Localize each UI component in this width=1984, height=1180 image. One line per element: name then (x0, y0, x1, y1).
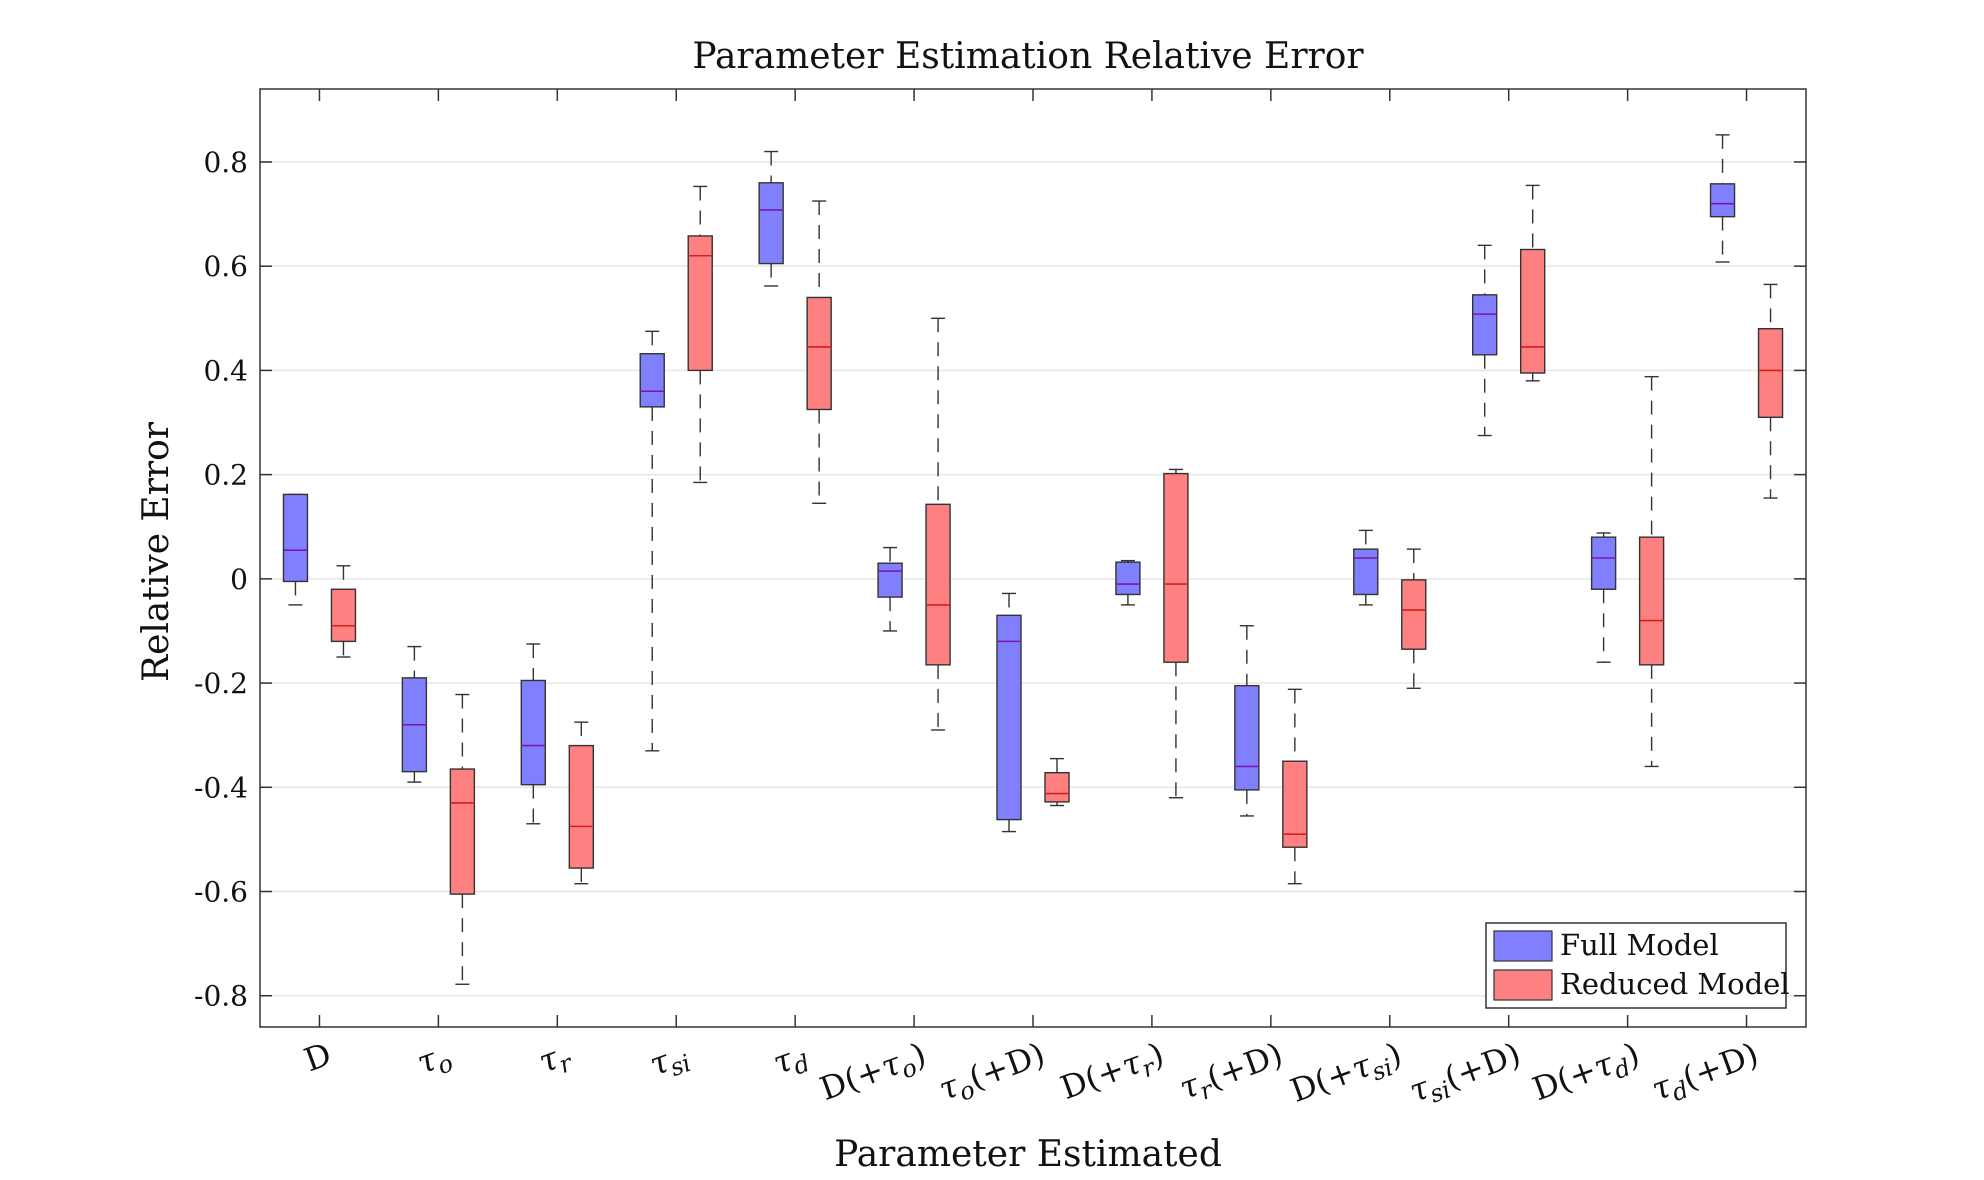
full-model-box-group (877, 546, 903, 632)
reduced-model-box-group (1638, 375, 1665, 768)
full-model-box-group (639, 330, 665, 752)
reduced-model-box-group (687, 185, 713, 484)
reduced-model-box-group (1519, 184, 1546, 382)
reduced-model-box (568, 744, 595, 869)
y-tick-label: -0.6 (194, 876, 248, 909)
x-tick-label: D(+τd) (1528, 1035, 1647, 1113)
full-model-box (1590, 536, 1617, 590)
x-tick-label-part: (+D) (1678, 1035, 1764, 1097)
full-model-box (758, 182, 784, 265)
x-tick-label-part: D (299, 1035, 336, 1079)
plot-frame (259, 88, 1807, 1028)
y-tick-label: -0.2 (194, 667, 248, 700)
chart-title: Parameter Estimation Relative Error (692, 36, 1364, 77)
x-tick-label-part: (+D) (1202, 1035, 1288, 1097)
reduced-model-box (449, 768, 476, 895)
y-tick-label: -0.4 (194, 771, 248, 804)
full-model-box-group (282, 493, 309, 606)
full-model-box-group (1709, 134, 1736, 263)
y-tick-label: 0.2 (203, 459, 248, 492)
y-axis-label: Relative Error (136, 421, 177, 682)
full-model-box-group (1471, 244, 1498, 437)
reduced-model-box-group (1163, 468, 1189, 799)
full-model-box-group (1590, 532, 1617, 663)
x-tick-label: D (299, 1035, 336, 1079)
box-plot-series (282, 134, 1784, 985)
full-model-box-group (520, 643, 547, 825)
full-model-box-group (1115, 559, 1141, 606)
y-tick-label: 0.4 (203, 354, 248, 387)
y-tick-label: 0 (230, 563, 248, 596)
x-tick-label: τo (412, 1035, 457, 1087)
full-model-box (1353, 548, 1379, 596)
reduced-model-box (687, 235, 713, 372)
full-model-box-group (758, 150, 784, 287)
full-model-box (282, 493, 309, 583)
reduced-model-box-group (925, 317, 951, 731)
x-tick-label: D(+τo) (815, 1035, 933, 1113)
x-tick-label-part: (+D) (964, 1035, 1050, 1097)
full-model-box (877, 562, 903, 598)
full-model-box-group (401, 645, 428, 783)
full-model-box (1471, 294, 1498, 356)
reduced-model-box (1638, 536, 1665, 666)
full-model-box-group (996, 592, 1022, 833)
full-model-box (996, 614, 1022, 821)
x-tick-label: τd (768, 1035, 814, 1087)
full-model-box (520, 679, 547, 786)
y-axis-tick-labels: -0.8 -0.6 -0.4 -0.2 0 0.2 0.4 0.6 0.8 (194, 146, 248, 1013)
full-model-box (1234, 684, 1260, 791)
reduced-model-box-group (1757, 283, 1784, 499)
reduced-model-box-group (1401, 548, 1427, 689)
full-model-box (1709, 183, 1736, 218)
full-model-box-group (1234, 625, 1260, 817)
reduced-model-box (806, 296, 832, 411)
legend-swatch-full-model (1493, 930, 1553, 962)
reduced-model-box (1044, 771, 1070, 803)
reduced-model-box-group (568, 721, 595, 885)
x-tick-label: D(+τr) (1055, 1035, 1170, 1112)
reduced-model-box (1163, 472, 1189, 663)
x-axis-label: Parameter Estimated (834, 1134, 1222, 1175)
reduced-model-box (1282, 760, 1308, 848)
x-tick-label-part: D(+ (1055, 1049, 1129, 1107)
x-tick-label-part: D(+ (815, 1050, 889, 1108)
reduced-model-box-group (449, 693, 476, 985)
reduced-model-box (1757, 328, 1784, 419)
reduced-model-box (925, 503, 951, 666)
x-tick-label: D(+τsi) (1285, 1035, 1408, 1115)
full-model-box-group (1353, 529, 1379, 606)
reduced-model-box (1519, 248, 1546, 374)
full-model-box (639, 353, 665, 408)
x-tick-label: τd(+D) (1646, 1035, 1765, 1113)
reduced-model-box-group (330, 565, 357, 658)
x-tick-label-part: (+D) (1440, 1035, 1526, 1097)
y-tick-label: 0.8 (203, 146, 248, 179)
x-tick-label-part: D(+ (1285, 1052, 1359, 1110)
legend: Full Model Reduced Model (1485, 922, 1790, 1009)
reduced-model-box (1401, 579, 1427, 650)
gridlines (260, 161, 1806, 997)
x-tick-label: τr(+D) (1174, 1035, 1289, 1112)
x-tick-label: τsi (645, 1035, 695, 1088)
axis-ticks (260, 89, 1806, 1027)
legend-swatch-reduced-model (1493, 969, 1553, 1001)
y-tick-label: -0.8 (194, 980, 248, 1013)
x-tick-label: τsi(+D) (1404, 1035, 1527, 1115)
reduced-model-box-group (806, 200, 832, 504)
x-tick-label: τo(+D) (934, 1035, 1052, 1113)
reduced-model-box-group (1282, 688, 1308, 885)
reduced-model-box (330, 588, 357, 643)
y-tick-label: 0.6 (203, 250, 248, 283)
reduced-model-box-group (1044, 757, 1070, 807)
x-tick-label-part: D(+ (1528, 1050, 1602, 1108)
full-model-box (1115, 561, 1141, 596)
legend-label-full-model: Full Model (1560, 928, 1719, 962)
x-tick-label: τr (534, 1034, 578, 1085)
legend-label-reduced-model: Reduced Model (1560, 967, 1790, 1001)
